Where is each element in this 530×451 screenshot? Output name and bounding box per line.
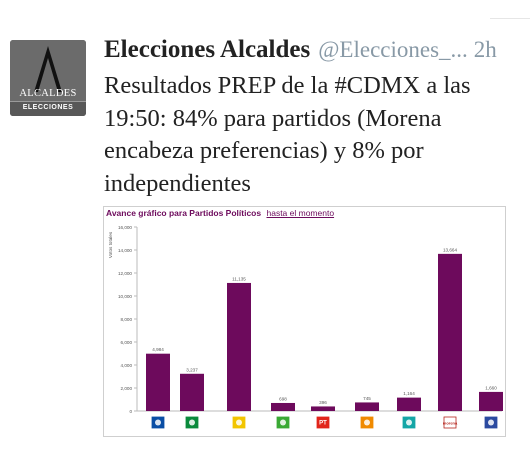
alcaldes-logo bbox=[10, 40, 86, 116]
pt-logo: PT bbox=[316, 416, 330, 429]
bar-value-label: 698 bbox=[279, 396, 287, 401]
y-tick-label: 6,000 bbox=[121, 340, 133, 345]
svg-text:morena: morena bbox=[443, 421, 458, 426]
y-tick-label: 12,000 bbox=[118, 271, 132, 276]
chart-link[interactable]: hasta el momento bbox=[266, 208, 335, 218]
bar-value-label: 13,664 bbox=[443, 247, 457, 252]
bar-pan bbox=[146, 353, 170, 411]
top-bar bbox=[0, 0, 530, 20]
bar-value-label: 11,135 bbox=[232, 276, 246, 281]
prd-logo bbox=[232, 416, 246, 429]
timestamp[interactable]: 2h bbox=[473, 37, 497, 62]
avatar-brand: ALCALDES bbox=[19, 88, 77, 99]
avatar[interactable]: ALCALDES ELECCIONES bbox=[10, 40, 86, 116]
pvem-logo bbox=[276, 416, 290, 429]
tweet-text: Resultados PREP de la #CDMX a las 19:50:… bbox=[104, 72, 471, 197]
y-tick-label: 2,000 bbox=[121, 386, 133, 391]
pan-logo bbox=[151, 416, 165, 429]
bar-value-label: 396 bbox=[319, 400, 327, 405]
y-tick-label: 0 bbox=[129, 409, 132, 414]
chart-header: Avance gráfico para Partidos Políticos h… bbox=[106, 208, 334, 218]
bar-value-label: 1,164 bbox=[403, 391, 415, 396]
bar-na bbox=[397, 397, 421, 411]
tweet-header: Elecciones Alcaldes @Elecciones_... 2h bbox=[104, 36, 524, 68]
independientes-logo bbox=[484, 416, 498, 429]
tweet-card[interactable]: ALCALDES ELECCIONES Elecciones Alcaldes … bbox=[0, 30, 530, 451]
display-name[interactable]: Elecciones Alcaldes bbox=[104, 36, 311, 63]
bar-chart: 0 2,000 4,000 6,000 8,000 10,000 12,000 14,000 1… bbox=[108, 225, 503, 429]
bar-independientes bbox=[479, 391, 503, 411]
pri-logo bbox=[185, 416, 199, 429]
bar-value-label: 745 bbox=[363, 396, 371, 401]
bar-value-label: 1,660 bbox=[485, 385, 497, 390]
mc-logo bbox=[360, 416, 374, 429]
user-handle[interactable]: @Elecciones_... bbox=[318, 37, 468, 62]
y-tick-label: 8,000 bbox=[121, 317, 133, 322]
bar-morena bbox=[438, 253, 462, 411]
svg-text:PT: PT bbox=[319, 421, 327, 427]
divider bbox=[490, 18, 530, 19]
avatar-subtitle: ELECCIONES bbox=[22, 104, 74, 111]
y-tick-label: 16,000 bbox=[118, 225, 132, 230]
bar-value-label: 4,984 bbox=[152, 347, 164, 352]
y-axis-label: Votos totales bbox=[108, 231, 113, 258]
y-tick-label: 4,000 bbox=[121, 363, 133, 368]
y-tick-label: 14,000 bbox=[118, 248, 132, 253]
na-logo bbox=[402, 416, 416, 429]
bar-mc bbox=[355, 402, 379, 411]
morena-logo: morena bbox=[443, 416, 458, 429]
bar-value-label: 3,237 bbox=[186, 367, 198, 372]
bar-pri bbox=[180, 373, 204, 411]
bar-pvem bbox=[271, 402, 295, 411]
chart-title: Avance gráfico para Partidos Políticos bbox=[106, 208, 262, 218]
bar-prd bbox=[227, 282, 251, 411]
bar-pt bbox=[311, 406, 335, 411]
y-tick-label: 10,000 bbox=[118, 294, 132, 299]
chart-image[interactable]: 0 2,000 4,000 6,000 8,000 10,000 12,000 14,000 1… bbox=[103, 206, 506, 437]
